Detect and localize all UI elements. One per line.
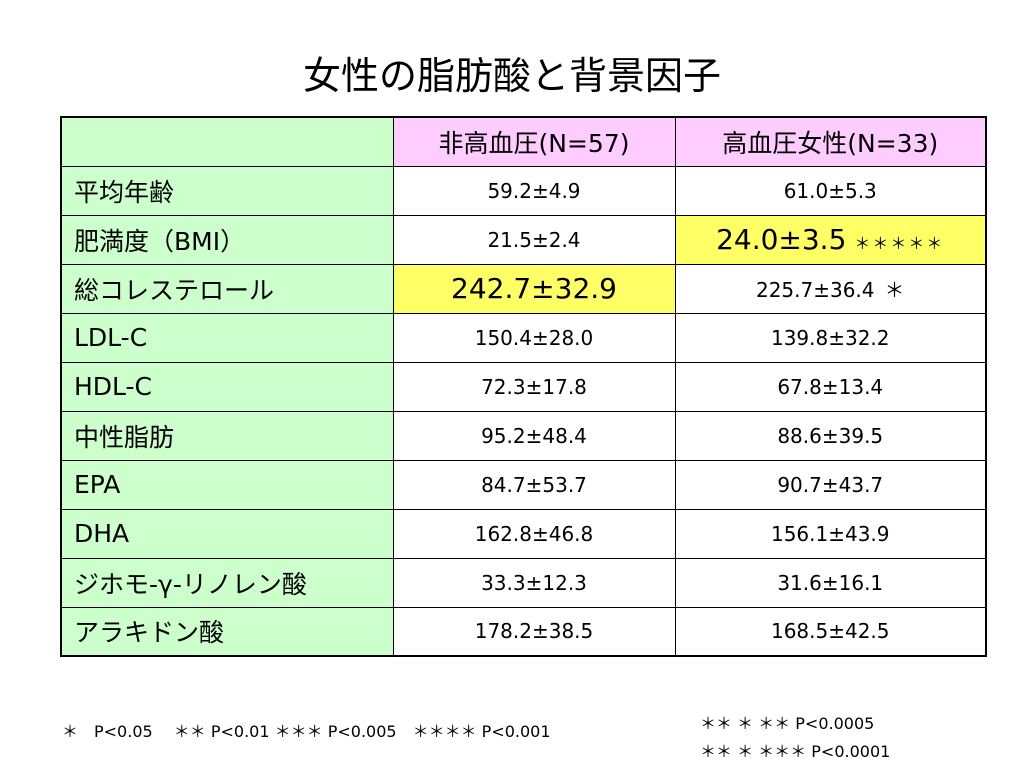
- significance-mark: ＊＊＊＊＊: [854, 234, 945, 253]
- header-non-hypertension: 非高血圧(N=57): [392, 116, 676, 167]
- table-row: ジホモ-γ-リノレン酸 33.3±12.3 31.6±16.1: [60, 557, 987, 608]
- value-text: 84.7±53.7: [481, 472, 587, 497]
- value-text: 31.6±16.1: [777, 570, 884, 595]
- value-text: 67.8±13.4: [777, 374, 884, 399]
- row-label: 中性脂肪: [60, 410, 394, 461]
- value-cell: 88.6±39.5: [674, 410, 987, 461]
- value-cell: 95.2±48.4: [392, 410, 676, 461]
- table-header-row: 非高血圧(N=57) 高血圧女性(N=33): [60, 116, 987, 167]
- value-text: 90.7±43.7: [777, 472, 884, 497]
- value-text: 21.5±2.4: [487, 227, 581, 252]
- row-label: LDL-C: [60, 312, 394, 363]
- data-table: 非高血圧(N=57) 高血圧女性(N=33) 平均年齢 59.2±4.9 61.…: [60, 116, 987, 657]
- table-row: 肥満度（BMI） 21.5±2.4 24.0±3.5 ＊＊＊＊＊: [60, 214, 987, 265]
- header-hypertension-women: 高血圧女性(N=33): [674, 116, 987, 167]
- value-text: 162.8±46.8: [474, 521, 594, 546]
- value-cell: 225.7±36.4 ＊: [674, 263, 987, 314]
- header-corner-cell: [60, 116, 394, 167]
- significance-footnote-p0001: ＊＊ ＊ ＊＊＊ P<0.0001: [700, 742, 891, 761]
- table-row: 平均年齢 59.2±4.9 61.0±5.3: [60, 165, 987, 216]
- value-text: 178.2±38.5: [474, 619, 594, 644]
- value-cell: 150.4±28.0: [392, 312, 676, 363]
- value-text: 59.2±4.9: [487, 178, 581, 203]
- row-label: ジホモ-γ-リノレン酸: [60, 557, 394, 608]
- value-cell: 162.8±46.8: [392, 508, 676, 559]
- value-text: 225.7±36.4: [755, 278, 875, 302]
- row-label: EPA: [60, 459, 394, 510]
- value-text: 150.4±28.0: [474, 325, 594, 350]
- significance-mark: ＊: [884, 278, 905, 302]
- significance-footnote: ＊ P<0.05 ＊＊ P<0.01 ＊＊＊ P<0.005 ＊＊＊＊ P<0.…: [62, 722, 551, 741]
- value-cell: 178.2±38.5: [392, 606, 676, 657]
- row-label: 平均年齢: [60, 165, 394, 216]
- table-row: LDL-C 150.4±28.0 139.8±32.2: [60, 312, 987, 363]
- table-row: HDL-C 72.3±17.8 67.8±13.4: [60, 361, 987, 412]
- value-text: 139.8±32.2: [770, 325, 890, 350]
- value-cell-highlighted: 24.0±3.5 ＊＊＊＊＊: [674, 214, 987, 265]
- row-label: DHA: [60, 508, 394, 559]
- value-cell: 33.3±12.3: [392, 557, 676, 608]
- value-cell: 67.8±13.4: [674, 361, 987, 412]
- value-text: 33.3±12.3: [481, 570, 587, 595]
- row-label: アラキドン酸: [60, 606, 394, 657]
- value-cell: 156.1±43.9: [674, 508, 987, 559]
- value-text: 88.6±39.5: [777, 423, 884, 448]
- value-text: 72.3±17.8: [481, 374, 587, 399]
- row-label: 総コレステロール: [60, 263, 394, 314]
- value-text: 61.0±5.3: [783, 178, 877, 203]
- value-cell: 72.3±17.8: [392, 361, 676, 412]
- value-cell: 139.8±32.2: [674, 312, 987, 363]
- table-row: 中性脂肪 95.2±48.4 88.6±39.5: [60, 410, 987, 461]
- value-cell: 31.6±16.1: [674, 557, 987, 608]
- value-cell: 61.0±5.3: [674, 165, 987, 216]
- value-text: 24.0±3.5: [716, 223, 847, 256]
- page-title: 女性の脂肪酸と背景因子: [302, 54, 721, 98]
- row-label: 肥満度（BMI）: [60, 214, 394, 265]
- value-cell: 168.5±42.5: [674, 606, 987, 657]
- row-label: HDL-C: [60, 361, 394, 412]
- value-cell: 84.7±53.7: [392, 459, 676, 510]
- value-text: 242.7±32.9: [451, 272, 617, 305]
- table-row: EPA 84.7±53.7 90.7±43.7: [60, 459, 987, 510]
- table-row: 総コレステロール 242.7±32.9 225.7±36.4 ＊: [60, 263, 987, 314]
- table-row: DHA 162.8±46.8 156.1±43.9: [60, 508, 987, 559]
- significance-footnote-p0005: ＊＊ ＊ ＊＊ P<0.0005: [700, 714, 875, 733]
- table-row: アラキドン酸 178.2±38.5 168.5±42.5: [60, 606, 987, 657]
- value-cell-highlighted: 242.7±32.9: [392, 263, 676, 314]
- value-cell: 59.2±4.9: [392, 165, 676, 216]
- value-text: 156.1±43.9: [770, 521, 890, 546]
- value-text: 95.2±48.4: [481, 423, 587, 448]
- value-cell: 21.5±2.4: [392, 214, 676, 265]
- value-cell: 90.7±43.7: [674, 459, 987, 510]
- value-text: 168.5±42.5: [770, 619, 890, 644]
